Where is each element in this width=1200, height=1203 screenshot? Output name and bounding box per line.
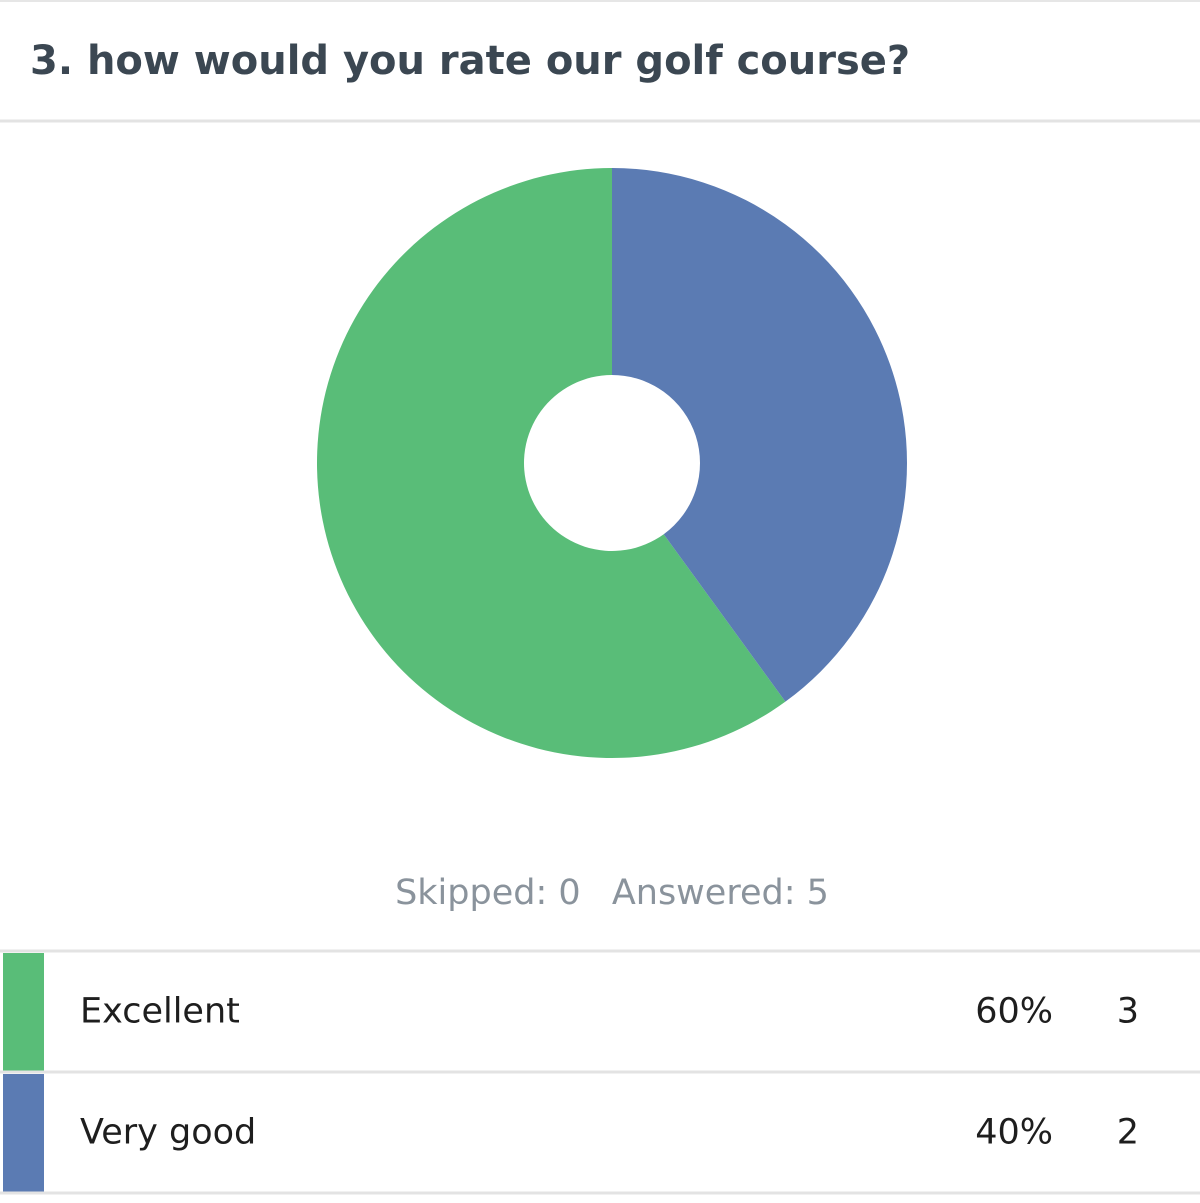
summary-value: 5 xyxy=(807,873,829,913)
pie-slice xyxy=(612,168,907,702)
summary-label: Skipped: xyxy=(395,873,547,913)
summary-value: 0 xyxy=(558,873,580,913)
count-label: 3 xyxy=(1117,992,1139,1032)
summary-label: Answered: xyxy=(612,873,796,913)
percent-label: 40% xyxy=(975,1113,1053,1153)
legend-swatch xyxy=(3,1074,44,1192)
legend-label: Very good xyxy=(80,1113,256,1153)
summary: Skipped: 0 Answered: 5 xyxy=(395,873,829,913)
percent-label: 60% xyxy=(975,992,1053,1032)
legend-swatch xyxy=(3,953,44,1071)
count-label: 2 xyxy=(1117,1113,1139,1153)
pie-slice xyxy=(317,168,786,758)
chart-title: 3. how would you rate our golf course? xyxy=(30,38,910,84)
legend-label: Excellent xyxy=(80,992,240,1032)
